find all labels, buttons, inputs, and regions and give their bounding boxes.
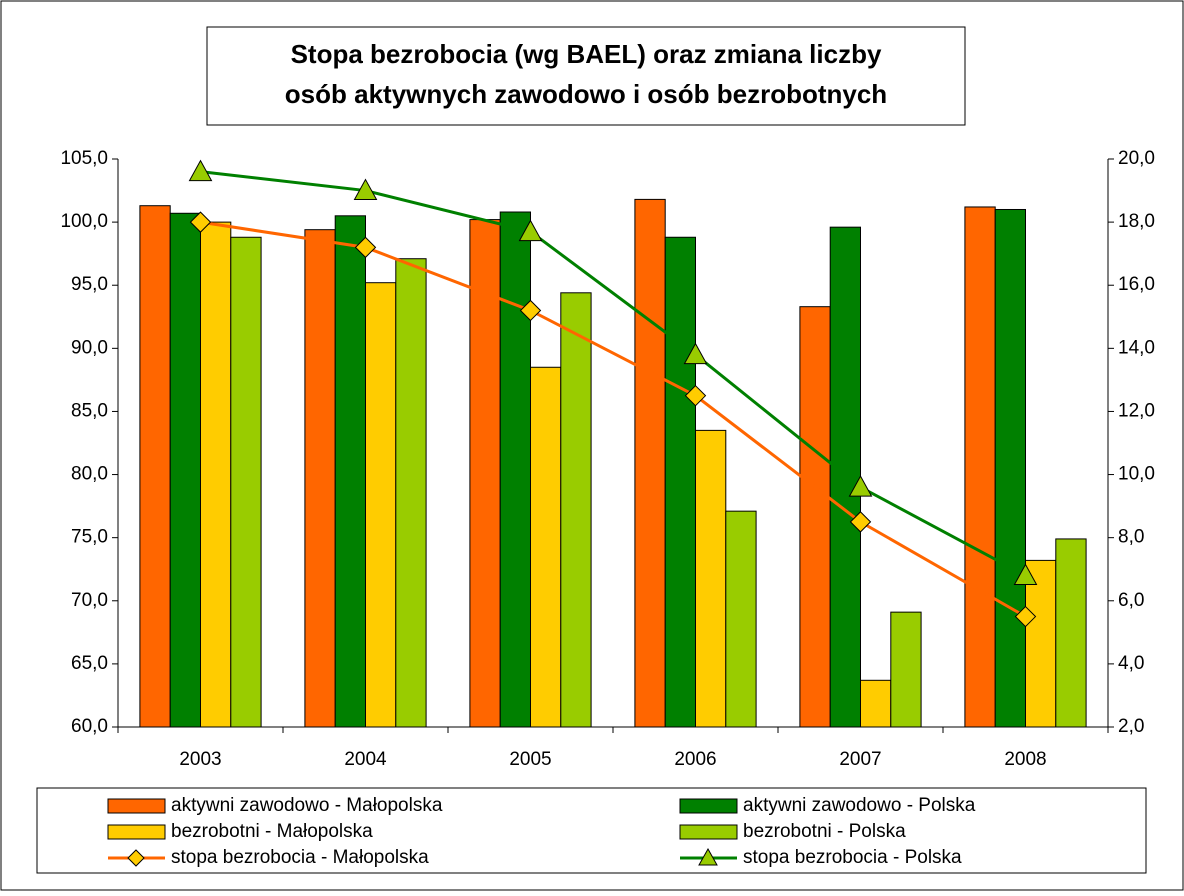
y2-tick-label: 12,0 [1118, 400, 1155, 421]
bar [695, 429, 727, 728]
bar [890, 611, 922, 728]
x-tick-label: 2003 [179, 749, 221, 770]
legend-swatch [107, 824, 166, 840]
line-marker [684, 384, 707, 407]
bar [725, 510, 757, 728]
y2-tick-label: 8,0 [1118, 527, 1144, 548]
legend-box [36, 787, 1147, 874]
y2-tick-label: 14,0 [1118, 337, 1155, 358]
legend-label: stopa bezrobocia - Małopolska [171, 847, 429, 868]
y2-tick-label: 18,0 [1118, 211, 1155, 232]
line [200, 220, 1027, 618]
bar [560, 292, 592, 728]
bar [304, 229, 336, 728]
bar [860, 679, 892, 728]
y-tick-label: 80,0 [71, 464, 108, 485]
bar [200, 221, 232, 728]
line-marker [189, 211, 212, 233]
y-tick-label: 100,0 [60, 211, 108, 232]
line-marker [1013, 563, 1038, 586]
bar [139, 205, 171, 728]
bar [169, 212, 201, 728]
x-tick-label: 2004 [344, 749, 387, 770]
legend-swatch [679, 824, 738, 840]
x-tick-label: 2005 [509, 749, 551, 770]
legend-label: aktywni zawodowo - Małopolska [171, 795, 443, 816]
bar [799, 306, 831, 728]
bar [230, 236, 262, 728]
y-tick-label: 85,0 [71, 400, 108, 421]
bar [964, 206, 996, 728]
y-tick-label: 105,0 [60, 148, 108, 169]
y-tick-label: 75,0 [71, 527, 108, 548]
title-box [206, 26, 966, 126]
bar [334, 215, 367, 728]
line-marker [849, 511, 872, 533]
y2-tick-label: 16,0 [1118, 274, 1155, 295]
y2-tick-label: 2,0 [1118, 716, 1144, 737]
chart-title: Stopa bezrobocia (wg BAEL) oraz zmiana l… [291, 39, 882, 69]
y2-tick-label: 4,0 [1118, 653, 1144, 674]
x-tick-label: 2007 [839, 749, 881, 770]
legend-label: bezrobotni - Małopolska [171, 821, 373, 842]
legend-label: bezrobotni - Polska [743, 821, 906, 842]
y2-tick-label: 10,0 [1118, 464, 1155, 485]
bar [994, 208, 1027, 728]
bar [634, 198, 666, 728]
line-marker [848, 475, 873, 497]
y-tick-label: 95,0 [71, 274, 108, 295]
y2-tick-label: 20,0 [1118, 148, 1155, 169]
legend-swatch [107, 798, 166, 814]
y-tick-label: 90,0 [71, 337, 108, 358]
bar [530, 366, 562, 728]
bar [499, 211, 532, 728]
x-tick-label: 2008 [1004, 749, 1046, 770]
bar [664, 236, 697, 728]
line-marker [518, 219, 543, 242]
bar [395, 258, 427, 728]
chart-title: osób aktywnych zawodowo i osób bezrobotn… [285, 79, 887, 109]
x-tick-label: 2006 [674, 749, 716, 770]
legend-marker [698, 847, 718, 866]
y-tick-label: 60,0 [71, 716, 108, 737]
y-tick-label: 70,0 [71, 590, 108, 611]
line [200, 170, 1027, 577]
y-tick-label: 65,0 [71, 653, 108, 674]
line-marker [683, 342, 708, 365]
legend-swatch [679, 798, 738, 814]
line-marker [353, 178, 378, 201]
legend-label: aktywni zawodowo - Polska [743, 795, 976, 816]
line-marker [1014, 605, 1037, 628]
bar [829, 226, 862, 728]
y2-tick-label: 6,0 [1118, 590, 1144, 611]
bar [1055, 538, 1087, 728]
bar [1025, 559, 1057, 728]
line-marker [354, 236, 377, 259]
line-marker [519, 299, 542, 322]
bar [365, 282, 397, 728]
legend-marker [127, 849, 145, 867]
line-marker [188, 159, 213, 182]
legend-label: stopa bezrobocia - Polska [743, 847, 962, 868]
